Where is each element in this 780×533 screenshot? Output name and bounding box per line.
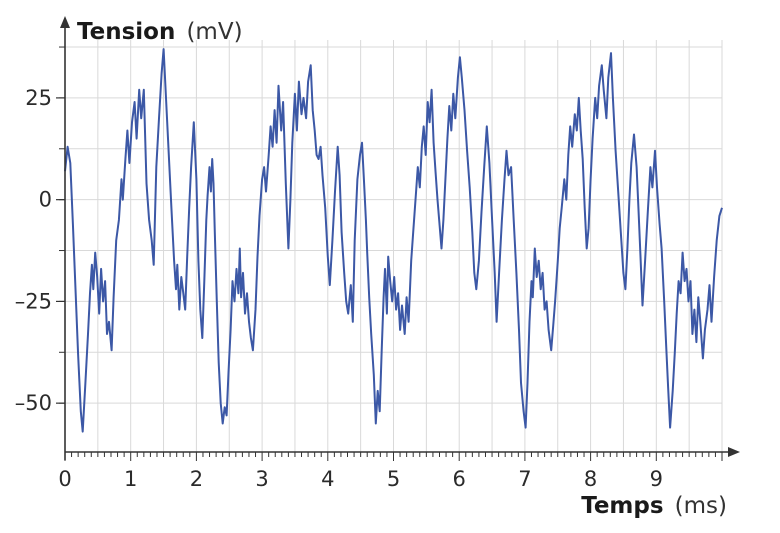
x-tick-label: 1	[124, 467, 137, 491]
x-axis-title-unit: (ms)	[675, 493, 727, 519]
series-line-0	[64, 48, 723, 433]
x-axis-title: Temps (ms)	[581, 493, 727, 519]
x-tick-label: 4	[321, 467, 334, 491]
y-tick-label: 25	[25, 86, 52, 110]
grid	[65, 40, 723, 452]
x-axis-title-name: Temps	[581, 493, 663, 519]
y-tick-label: –50	[15, 391, 52, 415]
axes	[60, 16, 740, 460]
x-tick-label: 0	[58, 467, 71, 491]
x-tick-label: 3	[255, 467, 268, 491]
x-tick-label: 2	[190, 467, 203, 491]
ticks: 0 1 2 3 4 5 6 7 8 9 25 0 –25 –50	[15, 46, 723, 491]
y-axis-title-unit: (mV)	[186, 19, 242, 45]
x-tick-label: 6	[453, 467, 466, 491]
x-tick-label: 7	[518, 467, 531, 491]
y-axis-arrow	[60, 16, 70, 28]
y-tick-label: –25	[15, 289, 52, 313]
y-axis-title-name: Tension	[77, 19, 175, 45]
x-tick-label: 9	[650, 467, 663, 491]
x-axis-arrow	[728, 447, 740, 457]
x-tick-label: 5	[387, 467, 400, 491]
y-axis-title: Tension (mV)	[77, 19, 243, 45]
series-layer	[64, 48, 723, 433]
y-tick-label: 0	[39, 188, 52, 212]
x-tick-label: 8	[584, 467, 597, 491]
